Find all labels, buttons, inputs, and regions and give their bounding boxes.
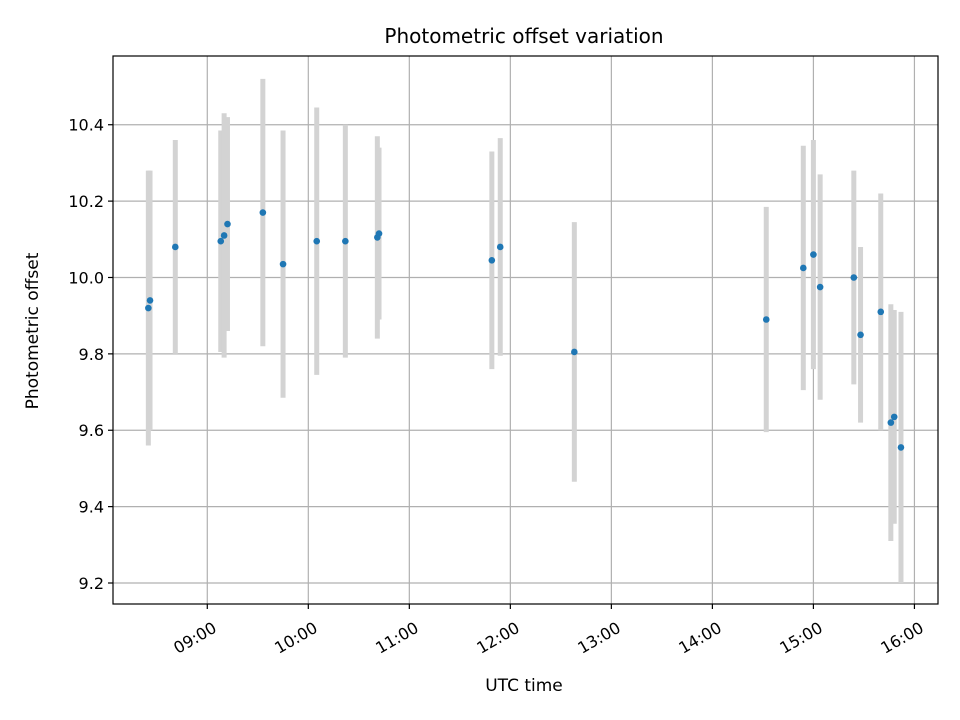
data-point [313, 237, 321, 245]
data-point [259, 209, 267, 216]
plot-area-frame [112, 55, 939, 605]
y-tick-label: 10.2 [68, 192, 104, 211]
x-axis-title: UTC time [485, 676, 563, 696]
data-point [342, 237, 349, 245]
y-axis-title: Photometric offset [23, 252, 43, 409]
y-tick-label: 10.4 [68, 116, 104, 135]
data-points [145, 209, 905, 451]
data-point [279, 260, 287, 268]
data-point [857, 331, 864, 339]
data-point [762, 316, 770, 323]
data-point [816, 283, 824, 291]
data-point [887, 419, 895, 426]
data-point [145, 304, 152, 312]
data-point [897, 444, 905, 451]
data-point [571, 348, 578, 356]
y-tick-label: 9.8 [79, 345, 104, 364]
data-point [488, 257, 496, 264]
data-point [877, 308, 885, 316]
data-point [890, 413, 898, 421]
data-point [810, 251, 817, 258]
y-tick-label: 10.0 [68, 268, 104, 287]
data-point [217, 237, 225, 245]
data-point [800, 264, 807, 272]
data-point [496, 243, 504, 251]
data-point [171, 243, 179, 251]
y-tick-label: 9.4 [79, 498, 104, 517]
y-tick-label: 9.2 [79, 574, 104, 593]
data-point [375, 230, 383, 237]
data-point [850, 274, 858, 281]
data-point [220, 232, 228, 239]
data-point [224, 220, 231, 228]
y-tick-label: 9.6 [79, 421, 104, 440]
chart-title: Photometric offset variation [384, 24, 663, 48]
grid-lines [113, 56, 938, 604]
data-point [146, 297, 154, 304]
